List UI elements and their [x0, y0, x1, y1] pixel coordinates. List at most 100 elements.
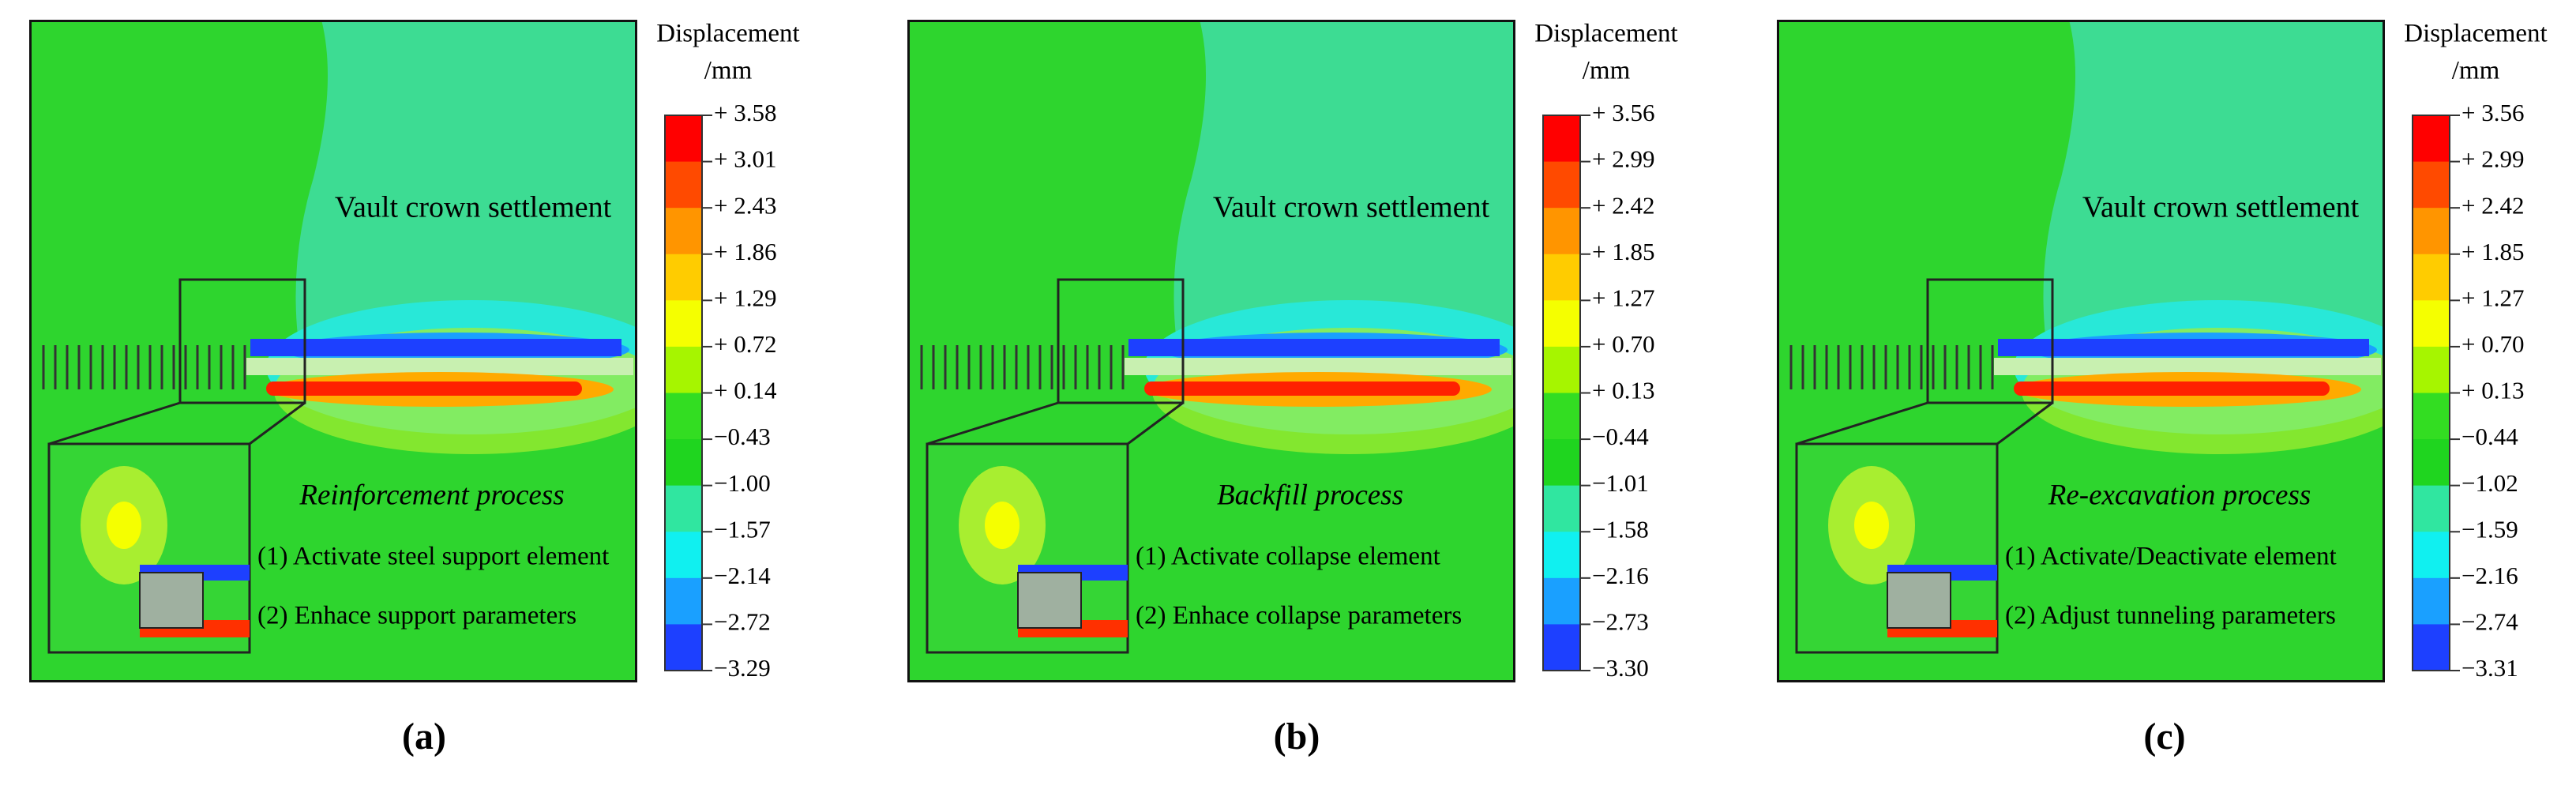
colorbar-band [2413, 393, 2450, 440]
colorbar-label: −2.74 [2461, 608, 2518, 636]
zone-tunnel [1994, 358, 2381, 375]
colorbar-label: + 3.58 [714, 99, 776, 126]
colorbar-label: + 0.13 [2461, 377, 2524, 404]
colorbar-label: + 1.85 [2461, 238, 2524, 265]
step: (2) Adjust tunneling parameters [2005, 602, 2336, 630]
colorbar-label: −3.29 [714, 654, 771, 682]
colorbar-band [665, 393, 702, 440]
colorbar-band [1543, 161, 1580, 209]
settle-zone [295, 20, 637, 336]
legend-title: Displacement [656, 20, 799, 48]
colorbar-label: −2.16 [2461, 562, 2518, 589]
colorbar-label: + 3.56 [2461, 99, 2524, 126]
colorbar-label: + 2.43 [714, 191, 776, 219]
legend-unit: /mm [1583, 57, 1631, 85]
plot-frame [907, 20, 1515, 682]
colorbar-label: −1.57 [714, 515, 771, 543]
colorbar-label: −3.31 [2461, 654, 2518, 682]
colorbar-band [665, 485, 702, 532]
colorbar-label: + 1.85 [1592, 238, 1654, 265]
annotation: Vault crown settlement [335, 191, 612, 224]
colorbar-label: + 1.29 [714, 284, 776, 311]
colorbar-band [2413, 161, 2450, 209]
contour-plot [907, 20, 1515, 682]
colorbar-band [1543, 532, 1580, 579]
colorbar-band [1543, 254, 1580, 301]
zone-blue [250, 339, 621, 356]
panel: Vault crown settlement Reinforcement proc… [29, 20, 800, 757]
inset-mesh [1017, 572, 1082, 629]
zone-blue [1128, 339, 1500, 356]
inset-link [1127, 401, 1184, 445]
colorbar-label: + 2.42 [1592, 191, 1654, 219]
colorbar-band [665, 346, 702, 393]
inset-mesh [139, 572, 204, 629]
zone-tunnel [1125, 358, 1511, 375]
colorbar-label: −0.43 [714, 423, 771, 450]
colorbar-label: + 3.01 [714, 145, 776, 173]
colorbar-label: + 0.13 [1592, 377, 1654, 404]
process-title: Backfill process [1217, 479, 1403, 511]
colorbar-label: + 0.14 [714, 377, 777, 404]
colorbar-band [2413, 115, 2450, 163]
plot-frame [1777, 20, 2385, 682]
step: (1) Activate collapse element [1136, 543, 1440, 571]
colorbar-label: −0.44 [1592, 423, 1649, 450]
contour-plot [29, 20, 637, 682]
colorbar-band [665, 161, 702, 209]
colorbar-label: + 1.86 [714, 238, 776, 265]
inset-small [1926, 278, 2054, 404]
zone-red [1144, 381, 1460, 396]
colorbar-band [1543, 577, 1580, 625]
colorbar-band [2413, 346, 2450, 393]
colorbar-label: + 2.42 [2461, 191, 2524, 219]
inset-link [249, 401, 306, 445]
colorbar-band [2413, 485, 2450, 532]
colorbar-band [2413, 254, 2450, 301]
step: (2) Enhace collapse parameters [1136, 602, 1462, 630]
settle-zone [2043, 20, 2385, 336]
colorbar-band [1543, 208, 1580, 255]
colorbar-band [1543, 624, 1580, 671]
colorbar-band [1543, 346, 1580, 393]
colorbar-band [665, 208, 702, 255]
colorbar-band [1543, 300, 1580, 348]
colorbar-band [2413, 439, 2450, 487]
step: (1) Activate steel support element [257, 543, 609, 571]
process-title: Re-excavation process [2048, 479, 2311, 511]
colorbar-band [1543, 115, 1580, 163]
inset-small [1057, 278, 1185, 404]
colorbar-label: −1.01 [1592, 469, 1649, 497]
colorbar-label: −1.02 [2461, 469, 2518, 497]
colorbar-band [2413, 532, 2450, 579]
settle-zone [1173, 20, 1515, 336]
colorbar-label: −0.44 [2461, 423, 2518, 450]
colorbar-band [2413, 300, 2450, 348]
colorbar-band [1543, 439, 1580, 487]
colorbar-label: −2.14 [714, 562, 771, 589]
caption: (c) [2143, 716, 2185, 757]
colorbar-label: −1.00 [714, 469, 771, 497]
step: (2) Enhace support parameters [257, 602, 576, 630]
plot-frame [29, 20, 637, 682]
colorbar-label: + 2.99 [1592, 145, 1654, 173]
colorbar-band [1543, 393, 1580, 440]
inset-small [178, 278, 306, 404]
annotation: Vault crown settlement [2082, 191, 2360, 224]
colorbar-label: + 1.27 [2461, 284, 2524, 311]
colorbar-band [665, 577, 702, 625]
caption: (a) [402, 716, 446, 757]
colorbar-label: −1.59 [2461, 515, 2518, 543]
colorbar-label: + 0.72 [714, 330, 776, 358]
panel: Vault crown settlement Backfill process (1… [907, 20, 1678, 757]
colorbar-band [2413, 577, 2450, 625]
legend-title: Displacement [2404, 20, 2547, 48]
colorbar-band [665, 300, 702, 348]
zone-red [2014, 381, 2330, 396]
colorbar-label: + 0.70 [2461, 330, 2524, 358]
annotation: Vault crown settlement [1213, 191, 1490, 224]
colorbar-band [2413, 624, 2450, 671]
colorbar-label: −3.30 [1592, 654, 1649, 682]
colorbar-label: −2.72 [714, 608, 771, 636]
